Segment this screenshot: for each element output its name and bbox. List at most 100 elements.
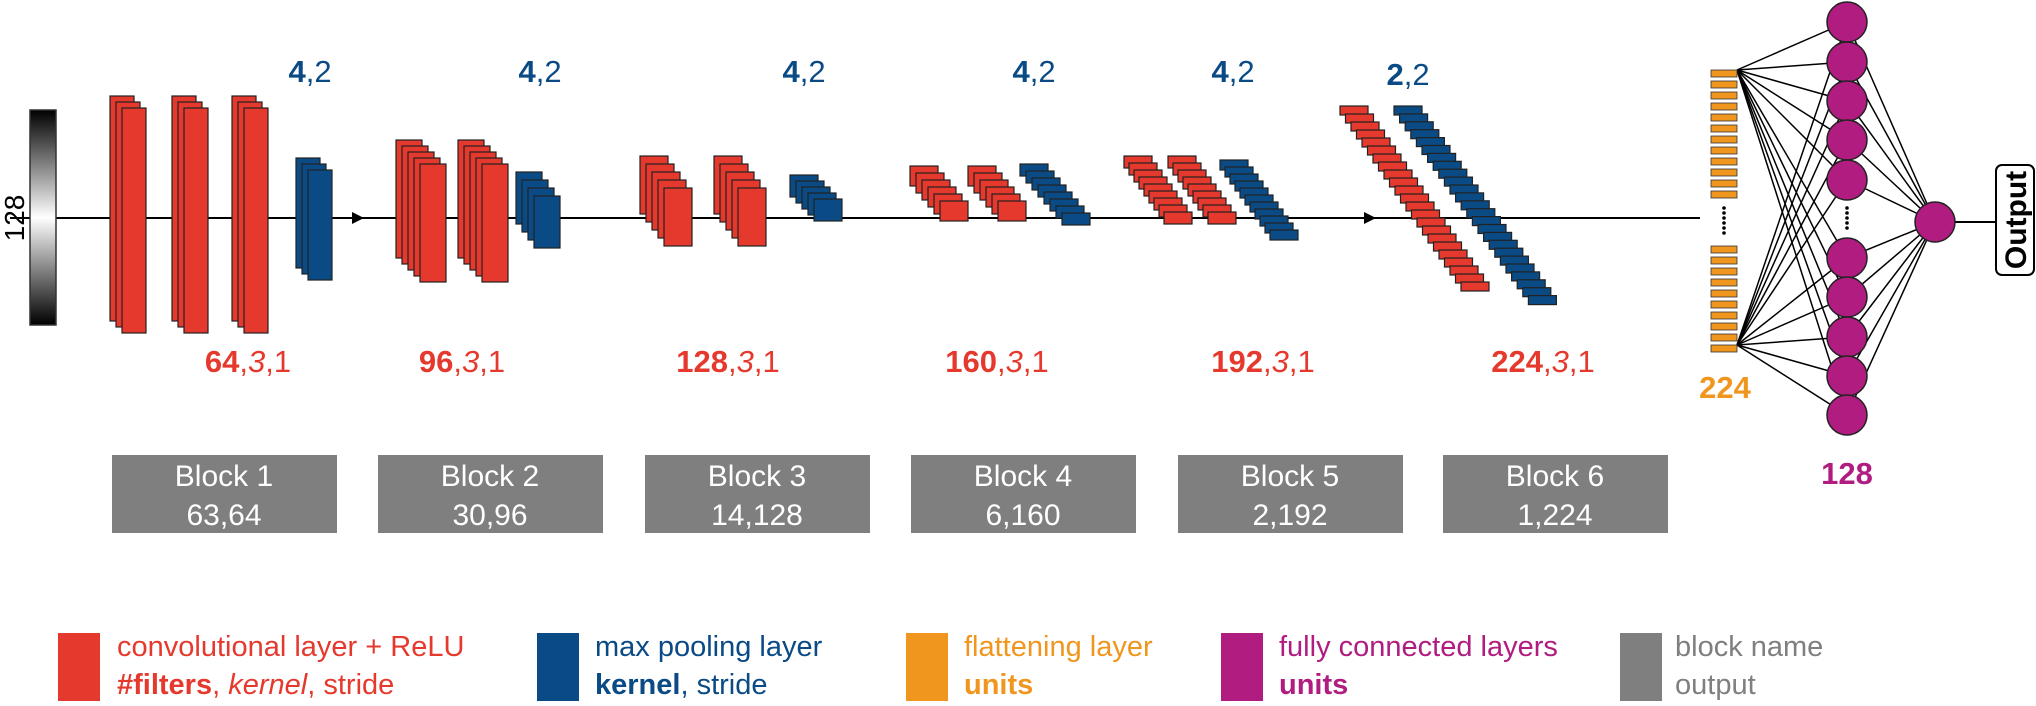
ellipsis-dot — [1722, 231, 1726, 235]
dense-connection — [1736, 69, 1848, 141]
conv-stack-b4-1 — [909, 165, 969, 222]
pool-kernel: 4 — [288, 54, 306, 89]
legend-fc-title: fully connected layers — [1279, 631, 1558, 663]
dense-node — [1826, 1, 1868, 43]
flow-arrow-icon — [352, 212, 364, 224]
svg-text:2,2: 2,2 — [1386, 57, 1429, 92]
flatten-unit — [1710, 135, 1738, 144]
pool-stride: 2 — [544, 54, 561, 89]
dense-network — [1710, 1, 1996, 436]
pool-label-block-6: 2,2 — [1386, 57, 1429, 92]
pool-stack-b2 — [515, 171, 561, 249]
conv-stride: 1 — [1297, 344, 1314, 379]
pool-stack-b3 — [789, 174, 843, 222]
block-output: 1,224 — [1517, 499, 1592, 532]
pool-kernel: 4 — [518, 54, 536, 89]
ellipsis-dot — [1845, 221, 1849, 225]
conv-label-block-1: 64,3,1 — [205, 344, 291, 379]
flatten-unit — [1710, 278, 1738, 287]
legend-fc-swatch — [1221, 633, 1263, 701]
dense-connection — [1736, 179, 1848, 346]
conv-stack-b3-2 — [713, 155, 767, 247]
svg-text:96,3,1: 96,3,1 — [419, 344, 505, 379]
dense-node — [1826, 237, 1868, 279]
legend-pool: max pooling layer kernel, stride — [537, 631, 823, 701]
pool-stack-b6 — [1393, 105, 1558, 306]
block-box-4: Block 4 6,160 — [911, 455, 1136, 533]
legend-flatten-title: flattening layer — [964, 631, 1153, 663]
flatten-unit — [1710, 157, 1738, 166]
ellipsis-dot — [1845, 206, 1849, 210]
flatten-unit — [1710, 322, 1738, 331]
flatten-unit — [1710, 267, 1738, 276]
legend-flatten-units: units — [964, 669, 1033, 701]
dense-node — [1826, 41, 1868, 83]
dense-connection — [1736, 21, 1848, 346]
input-image — [29, 109, 57, 326]
block-name: Block 3 — [708, 460, 806, 493]
legend-fc-units: units — [1279, 669, 1348, 701]
flatten-unit — [1710, 190, 1738, 199]
flatten-unit — [1710, 256, 1738, 265]
block-box-3: Block 3 14,128 — [645, 455, 870, 533]
svg-text:kernel, stride: kernel, stride — [595, 669, 768, 701]
block-box-1: Block 1 63,64 — [112, 455, 337, 533]
pool-stride: 2 — [314, 54, 331, 89]
dense-node — [1826, 316, 1868, 358]
pool-stride: 2 — [808, 54, 825, 89]
conv-stack-b1-3 — [231, 95, 269, 334]
flatten-unit — [1710, 311, 1738, 320]
output-node — [1914, 201, 1956, 243]
svg-text:128,3,1: 128,3,1 — [676, 344, 779, 379]
conv-stack-b5-1 — [1123, 155, 1193, 225]
conv-stack-b1-2 — [171, 95, 209, 334]
conv-stride: 1 — [274, 344, 291, 379]
block-name: Block 2 — [441, 460, 539, 493]
conv-stack-b1-1 — [109, 95, 147, 334]
legend-pool-title: max pooling layer — [595, 631, 823, 663]
conv-stack-b3-1 — [639, 155, 693, 247]
conv-filters: 128 — [676, 344, 728, 379]
conv-filters: 160 — [945, 344, 997, 379]
dense-node — [1826, 276, 1868, 318]
dense-connection — [1736, 257, 1848, 346]
conv-kernel: 3 — [737, 344, 754, 379]
conv-kernel: 3 — [1006, 344, 1023, 379]
block-box-6: Block 6 1,224 — [1443, 455, 1668, 533]
conv-label-block-6: 224,3,1 — [1491, 344, 1594, 379]
conv-stride: 1 — [488, 344, 505, 379]
block-output: 30,96 — [452, 499, 527, 532]
flatten-unit — [1710, 245, 1738, 254]
flatten-unit — [1710, 91, 1738, 100]
legend-conv: convolutional layer + ReLU #filters, ker… — [58, 631, 464, 701]
pool-stride: 2 — [1237, 54, 1254, 89]
block-name: Block 5 — [1241, 460, 1339, 493]
dense-connection — [1846, 100, 1936, 223]
conv-stride: 1 — [762, 344, 779, 379]
block-name: Block 1 — [175, 460, 273, 493]
dense-node — [1826, 159, 1868, 201]
ellipsis-dot — [1722, 221, 1726, 225]
pool-stride: 2 — [1038, 54, 1055, 89]
legend-conv-title: convolutional layer + ReLU — [117, 631, 464, 663]
svg-text:64,3,1: 64,3,1 — [205, 344, 291, 379]
conv-kernel: 3 — [248, 344, 265, 379]
conv-label-block-4: 160,3,1 — [945, 344, 1048, 379]
conv-label-block-3: 128,3,1 — [676, 344, 779, 379]
block-output: 63,64 — [186, 499, 261, 532]
pool-label-block-4: 4,2 — [1012, 54, 1055, 89]
block-output: 2,192 — [1252, 499, 1327, 532]
pool-label-block-5: 4,2 — [1211, 54, 1254, 89]
dense-node — [1826, 119, 1868, 161]
flatten-unit — [1710, 333, 1738, 342]
dense-units-label: 128 — [1821, 456, 1873, 491]
pool-stack-b5 — [1219, 159, 1299, 241]
flatten-unit — [1710, 69, 1738, 78]
legend-pool-kernel: kernel — [595, 669, 680, 701]
conv-label-block-5: 192,3,1 — [1211, 344, 1314, 379]
flatten-unit — [1710, 168, 1738, 177]
legend-flatten: flattening layer units — [906, 631, 1153, 701]
block-box-2: Block 2 30,96 — [378, 455, 603, 533]
ellipsis-dot — [1722, 206, 1726, 210]
